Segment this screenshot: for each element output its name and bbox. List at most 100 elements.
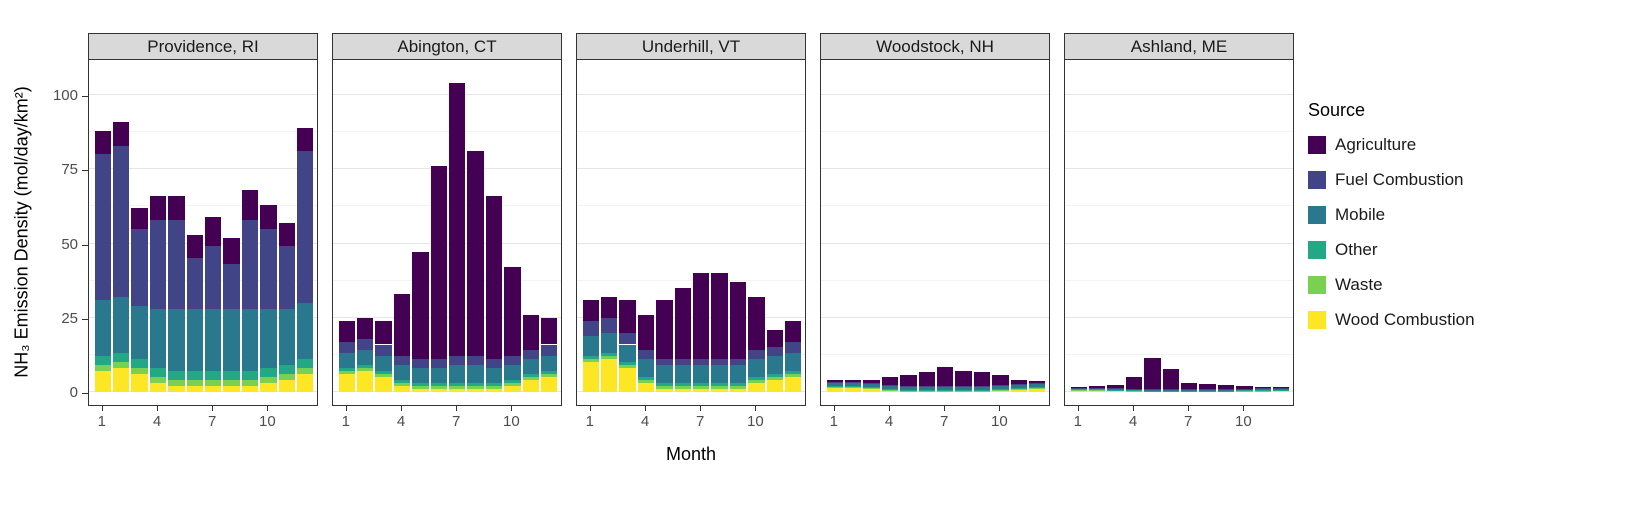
bar-segment-other [375, 371, 392, 375]
legend-label: Waste [1335, 275, 1383, 294]
bar-segment-fuel-combustion [1180, 389, 1198, 390]
bar-segment-mobile [186, 308, 204, 372]
x-tick-mark [1077, 406, 1079, 411]
bar-segment-agriculture [1272, 386, 1290, 389]
bar-segment-wood-combustion [766, 380, 784, 392]
bar-segment-mobile [955, 386, 972, 390]
bar-segment-mobile [149, 308, 167, 369]
gridline-minor [1065, 279, 1293, 281]
facet-strip-label: Ashland, ME [1064, 33, 1294, 60]
bar-segment-other [900, 389, 917, 391]
bar-segment-agriculture [112, 121, 130, 146]
x-tick-label: 10 [503, 413, 520, 430]
bar-segment-waste [540, 374, 558, 378]
bar-segment-agriculture [992, 375, 1009, 385]
x-tick-label: 1 [341, 413, 350, 430]
bar-segment-other [260, 368, 277, 378]
bar-segment-fuel-combustion [1162, 389, 1180, 390]
bar-segment-wood-combustion [1199, 391, 1216, 392]
facet-ashland-me: Ashland, ME 1 4 7 10 [1064, 33, 1294, 440]
legend-item-other: Other [1308, 240, 1475, 260]
bar-segment-wood-combustion [1180, 391, 1198, 392]
bar-segment-fuel-combustion [1272, 388, 1290, 389]
bar-segment-other [522, 374, 540, 378]
bar-segment-waste [729, 386, 747, 390]
bar-segment-wood-combustion [260, 383, 277, 392]
bar-segment-wood-combustion [338, 374, 356, 392]
x-axis-title: Month [665, 444, 717, 464]
bar-segment-agriculture [637, 314, 655, 351]
bar-segment-mobile [1180, 389, 1198, 391]
bar-segment-wood-combustion [540, 377, 558, 392]
bar-segment-other [844, 386, 862, 387]
bar-segment-agriculture [784, 320, 802, 342]
bar-segment-wood-combustion [430, 389, 448, 392]
x-tick-label: 1 [97, 413, 106, 430]
bar-segment-agriculture [448, 83, 466, 357]
bar-segment-agriculture [674, 288, 692, 360]
legend-title: Source [1308, 100, 1366, 120]
gridline-major [821, 316, 1049, 318]
bar-segment-mobile [412, 368, 429, 384]
bar-segment-waste [149, 377, 167, 384]
x-axis: 1 4 7 10 [1064, 406, 1294, 440]
x-tick-label: 7 [940, 413, 949, 430]
bar-segment-agriculture [375, 320, 392, 345]
bar-segment-other [711, 383, 728, 387]
bar-segment-wood-combustion [936, 391, 954, 392]
legend-item-fuel-combustion: Fuel Combustion [1308, 170, 1475, 190]
bar-segment-mobile [241, 308, 259, 372]
bar-segment-mobile [973, 386, 991, 390]
bar-segment-fuel-combustion [1070, 387, 1088, 389]
bar-segment-agriculture [1010, 380, 1028, 384]
bar-segment-waste [168, 380, 185, 387]
x-tick-label: 1 [829, 413, 838, 430]
bar-segment-agriculture [393, 294, 411, 357]
bar-segment-wood-combustion [278, 380, 296, 392]
bar-segment-mobile [278, 308, 296, 366]
bar-segment-mobile [1107, 388, 1124, 390]
bar-segment-mobile [1217, 389, 1235, 391]
bar-segment-agriculture [881, 377, 899, 385]
bar-segment-mobile [522, 359, 540, 375]
y-tick-label: 25 [61, 309, 78, 327]
bar-segment-other [992, 388, 1009, 390]
facet-underhill-vt: Underhill, VT 1 4 7 10 [576, 33, 806, 440]
bar-segment-other [204, 371, 222, 381]
bar-segment-wood-combustion [826, 387, 844, 392]
bar-segment-wood-combustion [1144, 391, 1161, 392]
gridline-minor [821, 353, 1049, 355]
x-tick-mark [101, 406, 103, 411]
bar-segment-wood-combustion [1010, 389, 1028, 392]
x-tick-mark [456, 406, 458, 411]
x-tick-mark [889, 406, 890, 411]
bar-segment-wood-combustion [186, 386, 204, 392]
bar-segment-fuel-combustion [1125, 388, 1143, 390]
gridline-minor [1065, 205, 1293, 207]
bar-segment-mobile [1088, 388, 1106, 390]
bar-segment-other [430, 383, 448, 387]
bar-segment-fuel-combustion [223, 264, 240, 309]
bar-segment-wood-combustion [1028, 388, 1046, 392]
legend-item-waste: Waste [1308, 275, 1475, 295]
bar-segment-other [485, 383, 503, 387]
gridline-minor [1065, 353, 1293, 355]
bar-segment-other [600, 353, 618, 357]
bar-segment-other [1162, 390, 1180, 392]
bar-segment-agriculture [1217, 384, 1235, 390]
bar-segment-mobile [1254, 389, 1272, 390]
plot-area: Providence, RI 1 4 7 10 Abington, CT 1 4 7 10 Unde… [88, 33, 1294, 440]
bar-segment-waste [430, 386, 448, 390]
bar-segment-agriculture [1236, 385, 1253, 389]
y-tick-mark [82, 96, 88, 97]
bar-segment-mobile [430, 368, 448, 384]
y-axis-title: NH₃ Emission Density (mol/day/km²) [11, 86, 32, 378]
bar-segment-fuel-combustion [748, 350, 765, 360]
bar-segment-fuel-combustion [522, 350, 540, 360]
bar-segment-wood-combustion [600, 359, 618, 392]
bar-segment-wood-combustion [1236, 391, 1253, 392]
x-tick-label: 1 [585, 413, 594, 430]
bar-segment-fuel-combustion [112, 145, 130, 297]
bar-segment-fuel-combustion [131, 228, 148, 306]
bar-segment-waste [338, 371, 356, 375]
